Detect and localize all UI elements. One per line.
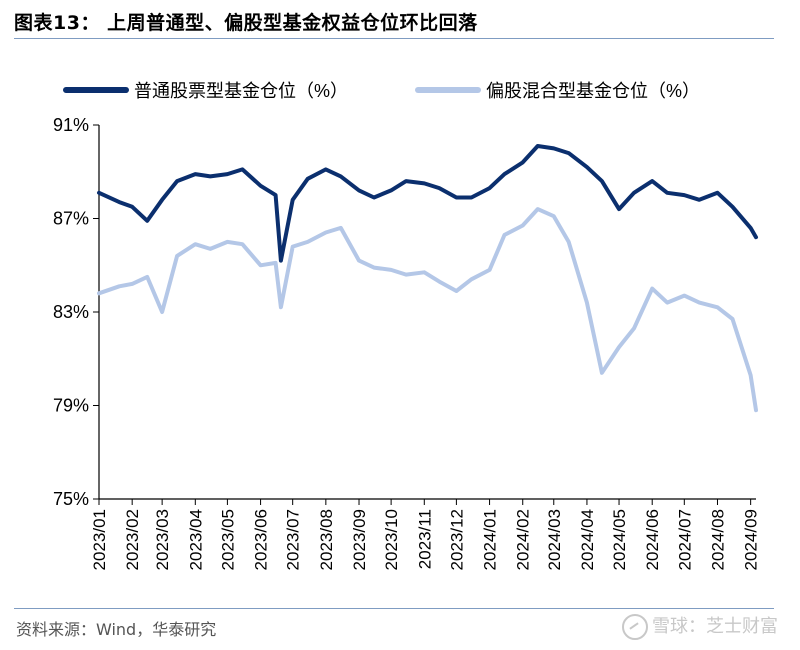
x-tick-label: 2023/10 xyxy=(382,509,401,570)
x-tick-label: 2023/02 xyxy=(123,509,142,570)
x-tick-label: 2023/09 xyxy=(350,509,369,570)
x-tick-label: 2023/04 xyxy=(186,509,205,570)
legend: 普通股票型基金仓位（%） 偏股混合型基金仓位（%） xyxy=(63,81,700,101)
axes: 75% 79% 83% 87% 91% 2023/01 2023/02 2023/03 2023… xyxy=(53,115,761,570)
x-tick-label: 2023/08 xyxy=(317,509,336,570)
x-tick-label: 2023/05 xyxy=(218,509,237,570)
x-tick-label: 2023/03 xyxy=(153,509,172,570)
x-tick-label: 2023/06 xyxy=(252,509,271,570)
x-tick-label: 2023/01 xyxy=(90,509,109,570)
x-tick-label: 2024/04 xyxy=(578,509,597,570)
y-tick-label: 83% xyxy=(53,302,89,322)
x-tick-label: 2024/05 xyxy=(610,509,629,570)
series-line-stock-fund xyxy=(97,144,758,263)
x-tick-label: 2024/03 xyxy=(545,509,564,570)
x-tick-label: 2024/07 xyxy=(675,509,694,570)
y-tick-label: 87% xyxy=(53,209,89,229)
x-tick-label: 2023/11 xyxy=(415,509,434,569)
x-tick-label: 2024/06 xyxy=(643,509,662,570)
figure-title: 图表13： 上周普通型、偏股型基金权益仓位环比回落 xyxy=(14,8,478,35)
y-tick-label: 79% xyxy=(53,396,89,416)
watermark: 雪球：芝士财富 xyxy=(622,612,778,640)
source-note: 资料来源：Wind，华泰研究 xyxy=(16,620,217,639)
title-rule xyxy=(14,38,774,39)
x-tick-label: 2024/01 xyxy=(481,509,500,570)
watermark-text: 雪球：芝士财富 xyxy=(652,616,778,637)
legend-label-series2: 偏股混合型基金仓位（%） xyxy=(486,81,700,101)
source-rule xyxy=(14,608,774,609)
y-tick-label: 75% xyxy=(53,489,89,509)
plot-area xyxy=(97,144,758,413)
y-tick-label: 91% xyxy=(53,115,89,135)
figure-label: 图表13： xyxy=(14,12,100,34)
x-tick-label: 2023/07 xyxy=(284,509,303,570)
legend-label-series1: 普通股票型基金仓位（%） xyxy=(134,81,348,101)
snowball-logo-icon xyxy=(622,614,648,640)
x-tick-label: 2024/02 xyxy=(514,509,533,570)
x-tick-label: 2023/12 xyxy=(447,509,466,570)
x-tick-label: 2024/09 xyxy=(742,509,761,570)
figure-title-text: 上周普通型、偏股型基金权益仓位环比回落 xyxy=(107,12,478,34)
x-tick-label: 2024/08 xyxy=(708,509,727,570)
series-line-hybrid-fund xyxy=(97,207,758,413)
line-chart: 普通股票型基金仓位（%） 偏股混合型基金仓位（%） 75% 79% 83% 87% 91… xyxy=(53,81,761,570)
